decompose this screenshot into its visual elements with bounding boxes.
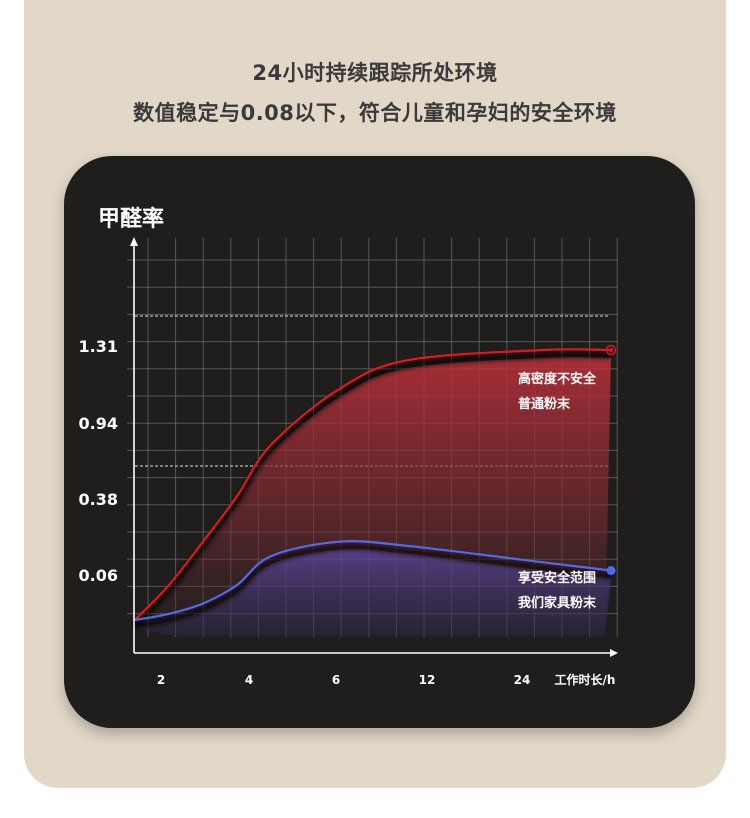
axes (130, 237, 618, 657)
series-red-end-marker (605, 344, 617, 356)
series-blue-line (134, 540, 612, 622)
x-tick-label: 24 (514, 673, 531, 687)
series-red-end-marker-dot (609, 348, 613, 352)
x-axis-title: 工作时长/h (555, 672, 616, 687)
x-tick-label: 6 (332, 673, 340, 687)
series-blue-label: 我们家具粉末 (518, 595, 597, 611)
series-blue-label: 享受安全范围 (518, 570, 596, 586)
x-tick-label: 2 (157, 673, 165, 687)
series-red-line (134, 348, 612, 621)
x-tick-label: 12 (419, 673, 436, 687)
headline-line-1: 24小时持续跟踪所处环境 (252, 61, 498, 85)
area-fills (135, 357, 611, 636)
series-blue-area (135, 549, 611, 636)
chart-labels: 1.310.940.380.062 4 6 12 24 工作时长/h高密度不安全普通粉末享… (79, 337, 616, 687)
series-lines (132, 344, 617, 629)
y-tick-label: 0.06 (79, 566, 118, 585)
series-blue-shadow (134, 544, 612, 629)
x-axis-arrow (610, 649, 618, 657)
series-red-label: 普通粉末 (518, 396, 571, 412)
x-tick-label: 4 (245, 673, 253, 687)
headline-line-2: 数值稳定与0.08以下，符合儿童和孕妇的安全环境 (133, 101, 617, 125)
y-tick-label: 0.94 (79, 414, 118, 433)
y-tick-label: 0.38 (79, 490, 118, 509)
series-red-shadow (132, 352, 612, 629)
y-axis-title: 甲醛率 (98, 207, 165, 232)
series-red-label: 高密度不安全 (518, 371, 597, 387)
y-tick-label: 1.31 (79, 337, 118, 356)
y-axis-arrow (130, 237, 138, 246)
series-blue-end-marker (606, 566, 616, 576)
